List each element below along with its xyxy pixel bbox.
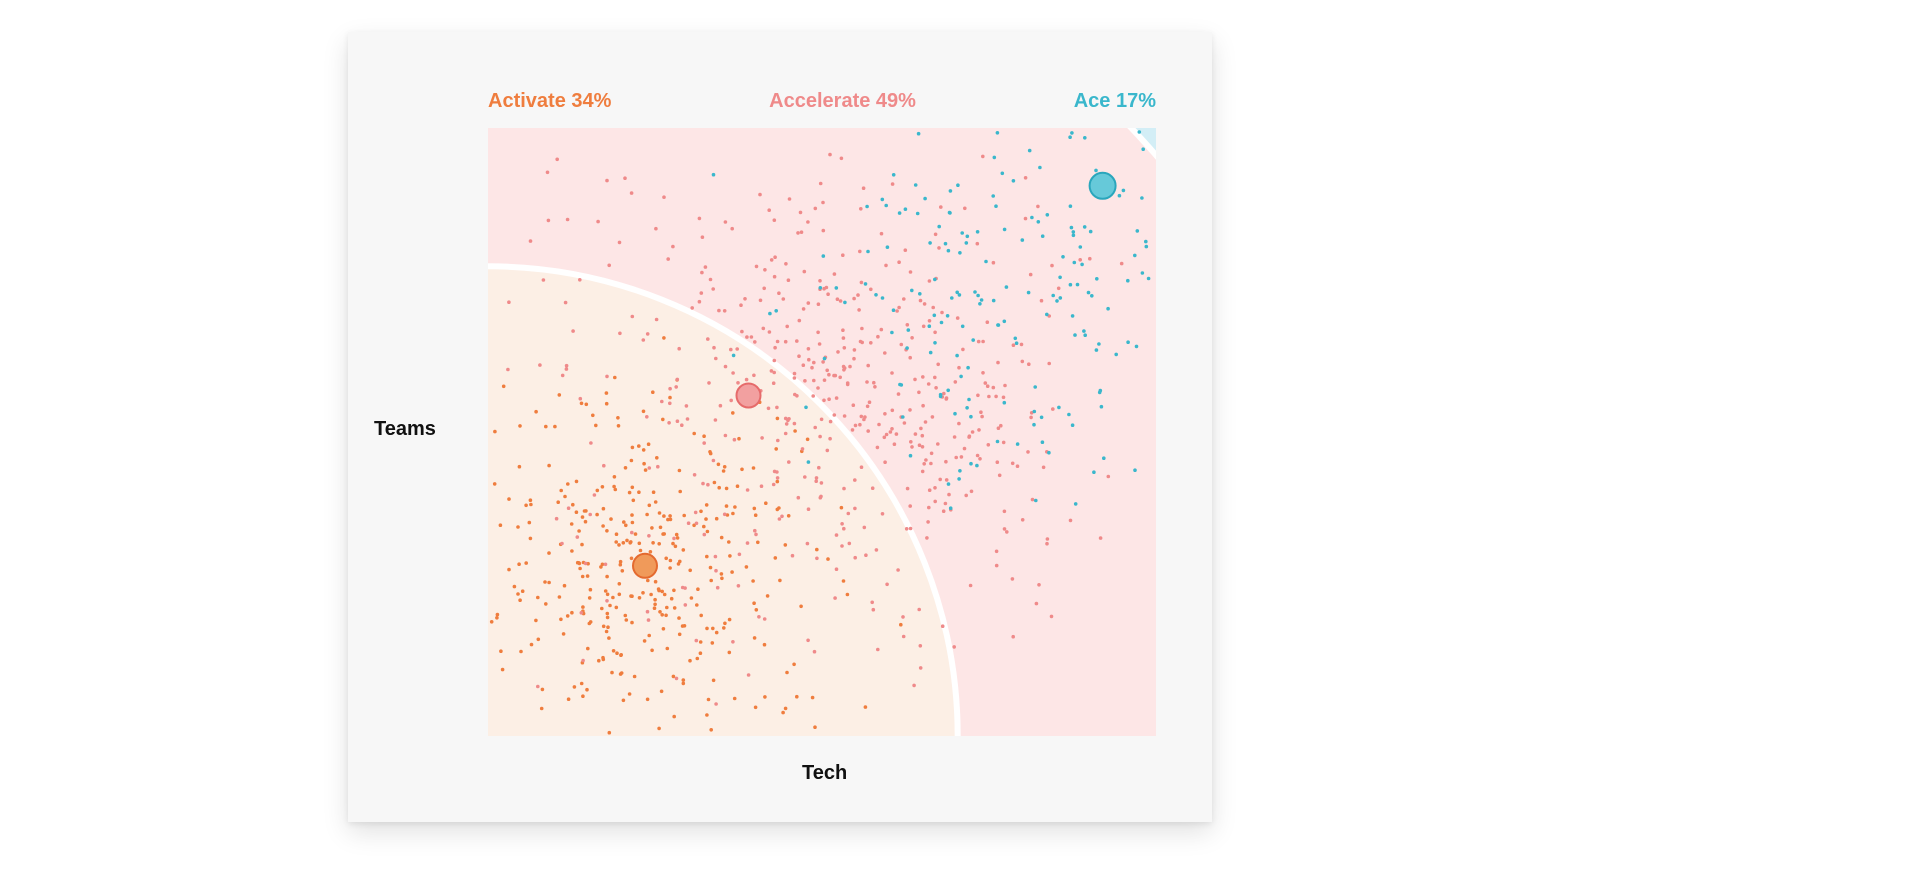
x-axis-label: Tech <box>802 762 847 785</box>
y-axis-label: Teams <box>374 418 436 441</box>
legend-accelerate: Accelerate 49% <box>769 90 916 113</box>
scatter-plot <box>488 128 1156 736</box>
chart-card: Activate 34% Accelerate 49% Ace 17% Team… <box>348 32 1212 822</box>
legend-ace: Ace 17% <box>1074 90 1156 113</box>
legend: Activate 34% Accelerate 49% Ace 17% <box>488 90 1156 113</box>
legend-activate: Activate 34% <box>488 90 611 113</box>
stage: Activate 34% Accelerate 49% Ace 17% Team… <box>0 0 1920 896</box>
